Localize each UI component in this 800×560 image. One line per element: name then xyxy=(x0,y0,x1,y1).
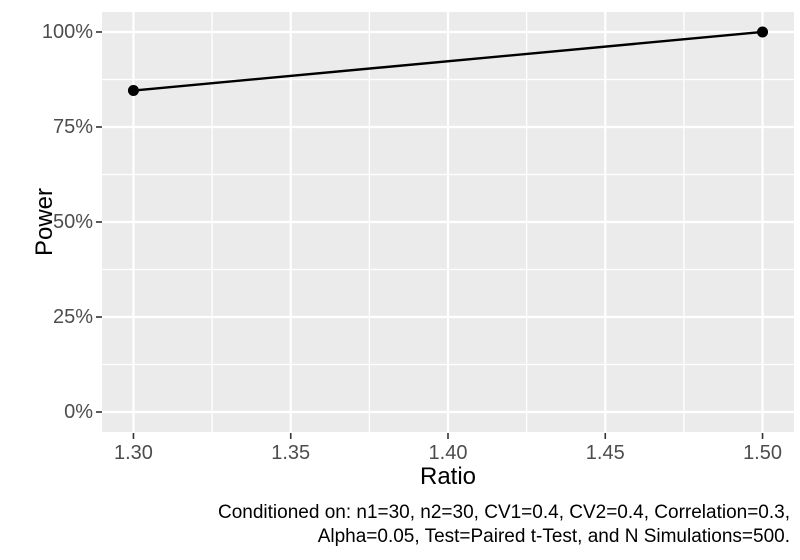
y-tick-label: 75% xyxy=(52,115,93,138)
y-tick-label: 50% xyxy=(52,211,93,233)
caption-line-2: Alpha=0.05, Test=Paired t-Test, and N Si… xyxy=(317,526,790,547)
y-tick-label: 100% xyxy=(41,20,93,43)
x-tick-label: 1.50 xyxy=(743,442,782,464)
x-tick-label: 1.35 xyxy=(271,442,311,464)
x-tick-label: 1.40 xyxy=(428,442,468,464)
caption-line-1: Conditioned on: n1=30, n2=30, CV1=0.4, C… xyxy=(218,502,790,523)
x-axis-title: Ratio xyxy=(419,463,477,490)
y-tick-label: 0% xyxy=(64,401,93,423)
plot-caption: Conditioned on: n1=30, n2=30, CV1=0.4, C… xyxy=(218,501,790,549)
x-tick-label: 1.45 xyxy=(585,442,625,464)
y-axis-title: Power xyxy=(31,187,58,257)
plot-panel xyxy=(102,12,794,432)
y-tick-label: 25% xyxy=(52,306,93,328)
x-tick-label: 1.30 xyxy=(113,442,153,464)
